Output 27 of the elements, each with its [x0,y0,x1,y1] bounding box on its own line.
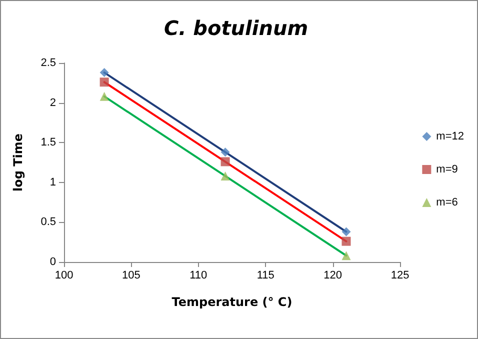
point [220,157,230,166]
point [100,92,109,101]
point [342,227,351,236]
point [220,148,230,157]
point [220,172,230,181]
y-tick-label: 2.5 [40,57,56,69]
x-axis-title: Temperature (° C) [172,295,292,309]
x-tick-label: 115 [256,270,274,282]
x-tick-label: 120 [324,270,342,282]
y-axis-title: log Time [11,133,25,192]
chart-title: C. botulinum [164,16,308,40]
legend-label: m=6 [436,196,458,208]
point [342,251,351,260]
y-tick-label: 2 [50,96,56,109]
x-tick-label: 100 [54,270,74,282]
x-tick-label: 110 [190,270,208,282]
point [100,68,109,78]
point [342,236,351,246]
legend-label: m=9 [436,164,458,176]
y-tick-label: 0.5 [40,216,56,228]
y-tick-label: 1 [50,176,56,188]
point [100,78,109,87]
legend-label: m=12 [436,130,464,142]
y-tick-label: 0 [50,256,56,268]
x-tick-label: 105 [122,270,140,282]
x-tick-label: 125 [390,270,410,282]
y-tick-label: 1.5 [40,136,56,149]
